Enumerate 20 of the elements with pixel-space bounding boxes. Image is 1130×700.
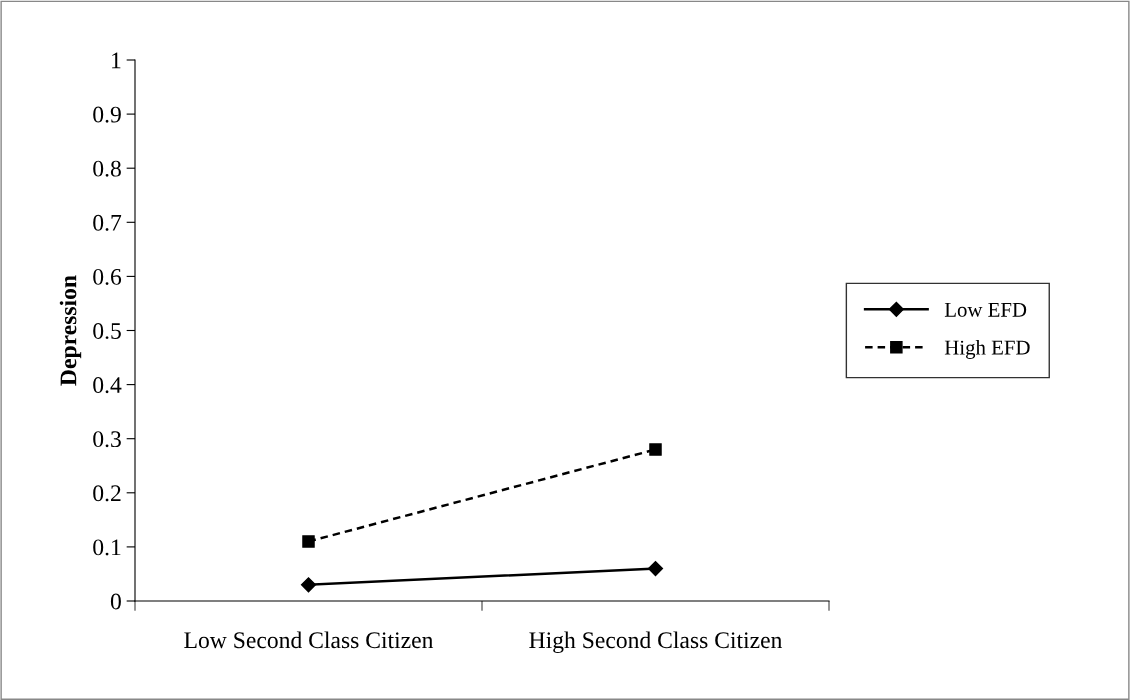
y-axis-title: Depression [59, 275, 82, 386]
x-tick-label: High Second Class Citizen [529, 631, 783, 654]
y-tick-label: 0.9 [93, 106, 121, 123]
point [300, 577, 317, 593]
y-tick-label: 0.6 [93, 268, 122, 285]
point [649, 443, 662, 456]
x-tick-label: Low Second Class Citizen [184, 631, 434, 649]
y-tick-label: 0.4 [93, 377, 122, 394]
legend-label: Low EFD [944, 303, 1027, 317]
point [302, 535, 315, 548]
point [647, 560, 664, 577]
y-tick-label: 0.7 [93, 214, 122, 231]
legend-label: High EFD [944, 339, 1030, 359]
y-tick-label: 0.5 [93, 322, 121, 340]
y-tick-label: 0 [110, 593, 121, 610]
y-tick-label: 0.2 [93, 485, 121, 502]
y-tick-label: 1 [112, 52, 121, 69]
y-tick-label: 0.3 [93, 431, 121, 448]
y-tick-label: 0.8 [93, 160, 121, 177]
y-tick-label: 0.1 [93, 539, 121, 556]
